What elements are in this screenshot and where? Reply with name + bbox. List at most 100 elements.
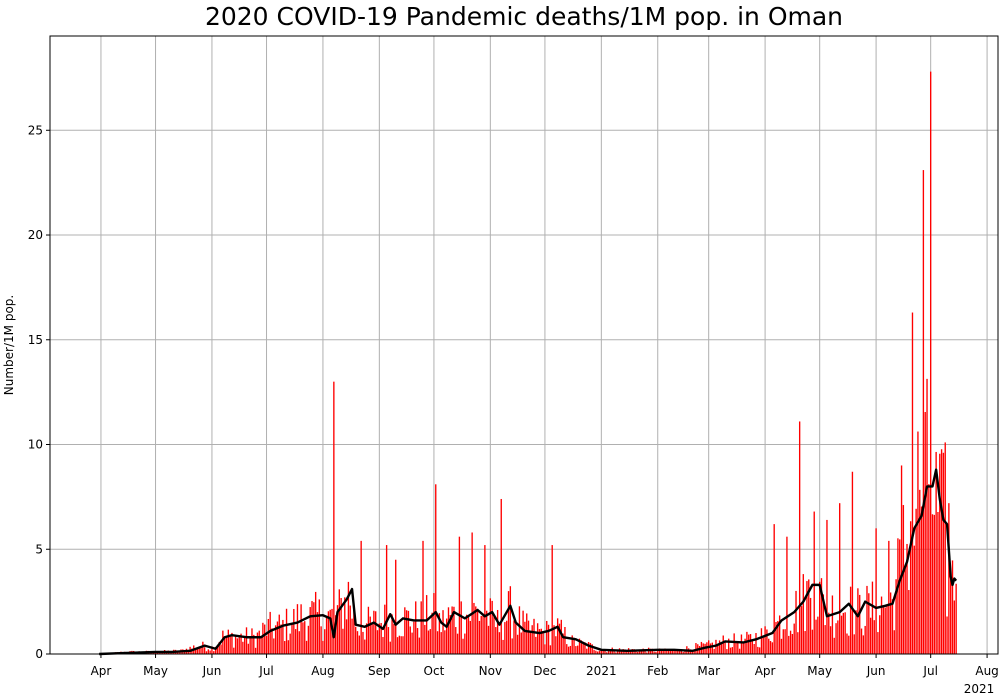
daily-bar xyxy=(254,647,257,654)
daily-bar xyxy=(302,622,304,654)
daily-bar xyxy=(889,592,892,654)
daily-bar xyxy=(340,598,342,654)
daily-bar xyxy=(809,597,812,654)
daily-bar xyxy=(316,612,319,654)
daily-bar xyxy=(466,614,468,654)
daily-bar xyxy=(265,635,268,654)
daily-bar xyxy=(493,616,495,654)
daily-bar xyxy=(305,640,308,654)
daily-bar xyxy=(347,581,350,654)
daily-bar xyxy=(464,633,466,654)
daily-bar xyxy=(169,652,171,654)
daily-bar xyxy=(207,649,209,654)
daily-bar xyxy=(556,618,559,654)
daily-bar xyxy=(950,571,952,654)
daily-bar xyxy=(227,629,229,654)
daily-bar xyxy=(644,650,646,654)
daily-bar xyxy=(407,610,410,654)
daily-bar xyxy=(240,633,242,654)
daily-bar xyxy=(897,538,899,654)
daily-bar xyxy=(766,629,768,654)
daily-bar xyxy=(860,628,863,654)
daily-bar xyxy=(442,610,444,654)
daily-bar xyxy=(655,651,657,654)
daily-bar xyxy=(249,636,251,654)
daily-bar xyxy=(445,618,448,654)
daily-bar xyxy=(740,634,743,654)
daily-bar xyxy=(387,627,390,654)
daily-bar xyxy=(646,652,648,654)
daily-bar xyxy=(678,651,681,654)
daily-bar xyxy=(829,626,832,654)
daily-bar xyxy=(325,616,328,654)
daily-bar xyxy=(651,648,653,654)
daily-bar xyxy=(467,616,470,654)
x-tick-label: Apr xyxy=(91,664,112,678)
daily-bar xyxy=(649,648,652,654)
daily-bar xyxy=(589,642,592,654)
daily-bar xyxy=(919,489,921,654)
daily-bar xyxy=(247,643,250,654)
daily-bar xyxy=(737,642,739,654)
daily-bar xyxy=(928,484,930,654)
daily-bar xyxy=(804,631,806,654)
daily-bar xyxy=(546,620,548,654)
daily-bar xyxy=(458,536,461,654)
daily-bar xyxy=(524,621,526,654)
daily-bar xyxy=(376,630,379,654)
daily-bar xyxy=(533,618,535,654)
daily-bar xyxy=(486,610,488,654)
y-tick-label: 10 xyxy=(28,438,43,452)
daily-bar xyxy=(320,626,322,654)
daily-bar xyxy=(258,630,260,654)
daily-bar xyxy=(869,617,872,654)
daily-bar xyxy=(469,620,471,654)
daily-bar xyxy=(245,627,248,654)
daily-bar xyxy=(234,636,237,654)
daily-bar xyxy=(349,605,351,654)
daily-bar xyxy=(802,574,804,654)
daily-bar xyxy=(542,631,544,654)
daily-bar xyxy=(544,644,546,654)
moving-average-polyline xyxy=(99,468,958,656)
axis-ticks: 0 5 10 15 20 25 Apr May Jun Jul Aug Sep Oct Nov Dec 202… xyxy=(28,123,999,696)
daily-bar xyxy=(314,591,317,654)
daily-bar xyxy=(813,511,815,654)
x-tick-label: Nov xyxy=(479,664,502,678)
daily-bar xyxy=(391,614,393,654)
x-tick-label: Feb xyxy=(647,664,668,678)
daily-bar xyxy=(274,625,277,654)
daily-bar xyxy=(664,648,666,654)
daily-bar xyxy=(396,637,399,654)
daily-bar xyxy=(904,566,906,654)
daily-bar xyxy=(498,632,501,654)
daily-bar xyxy=(322,640,324,654)
daily-bar xyxy=(507,591,510,654)
daily-bar xyxy=(600,650,603,654)
daily-bar xyxy=(176,651,179,654)
daily-bar xyxy=(549,645,552,654)
daily-bar xyxy=(835,623,837,654)
daily-bar xyxy=(657,649,659,654)
x-tick-label: Aug xyxy=(311,664,334,678)
daily-bar xyxy=(844,612,846,654)
daily-bar xyxy=(769,641,772,654)
daily-bar xyxy=(405,610,408,654)
daily-bar xyxy=(873,620,875,654)
daily-bar xyxy=(671,650,673,654)
daily-bar xyxy=(513,620,515,654)
daily-bar xyxy=(864,625,866,654)
daily-bar xyxy=(735,643,737,654)
daily-bar xyxy=(595,650,597,654)
daily-bar xyxy=(598,650,601,654)
daily-bar xyxy=(502,639,504,654)
daily-bar xyxy=(324,629,326,654)
x-tick-label: Mar xyxy=(697,664,720,678)
daily-bar xyxy=(915,508,917,654)
daily-bar xyxy=(547,624,550,654)
daily-bar xyxy=(833,637,835,654)
daily-bar xyxy=(558,623,561,654)
daily-bar xyxy=(536,623,539,654)
x-tick-label: Jul xyxy=(258,664,273,678)
daily-bar xyxy=(462,638,464,654)
